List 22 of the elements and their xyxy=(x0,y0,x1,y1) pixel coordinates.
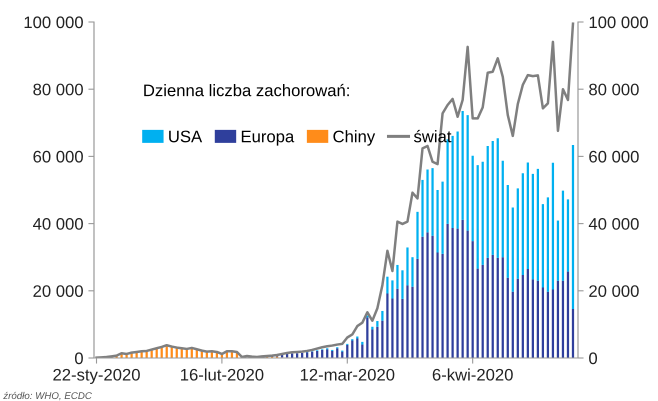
x-tick-label: 6-kwi-2020 xyxy=(432,368,513,381)
y2-tick-label: 40 000 xyxy=(588,218,639,230)
y2-tick-label: 100 000 xyxy=(590,16,648,28)
y-tick-label: 80 000 xyxy=(33,84,83,96)
y-tick-label: 20 000 xyxy=(33,285,83,298)
y2-tick-label: 80 000 xyxy=(589,84,639,96)
legend-label: Europa xyxy=(242,130,294,146)
text: źródło: WHO, ECDC xyxy=(3,392,92,400)
legend-title: Dzienna liczba zachorowań: xyxy=(144,84,349,96)
y-tick-label: 60 000 xyxy=(33,150,83,163)
legend-label: Chiny xyxy=(333,130,376,146)
y-tick-label: 100 000 xyxy=(24,16,83,28)
x-tick-label: 12-mar-2020 xyxy=(300,368,394,381)
legend-label: USA xyxy=(169,130,202,142)
legend-label: świat xyxy=(414,130,452,142)
y-tick-label: 0 xyxy=(74,352,83,364)
y2-tick-label: 20 000 xyxy=(589,285,639,298)
x-tick-label: 16-lut-2020 xyxy=(181,368,264,381)
y2-tick-label: 60 000 xyxy=(589,150,639,163)
y2-tick-label: 0 xyxy=(589,352,598,364)
y-tick-label: 40 000 xyxy=(32,218,83,230)
x-tick-label: 22-sty-2020 xyxy=(53,368,140,384)
